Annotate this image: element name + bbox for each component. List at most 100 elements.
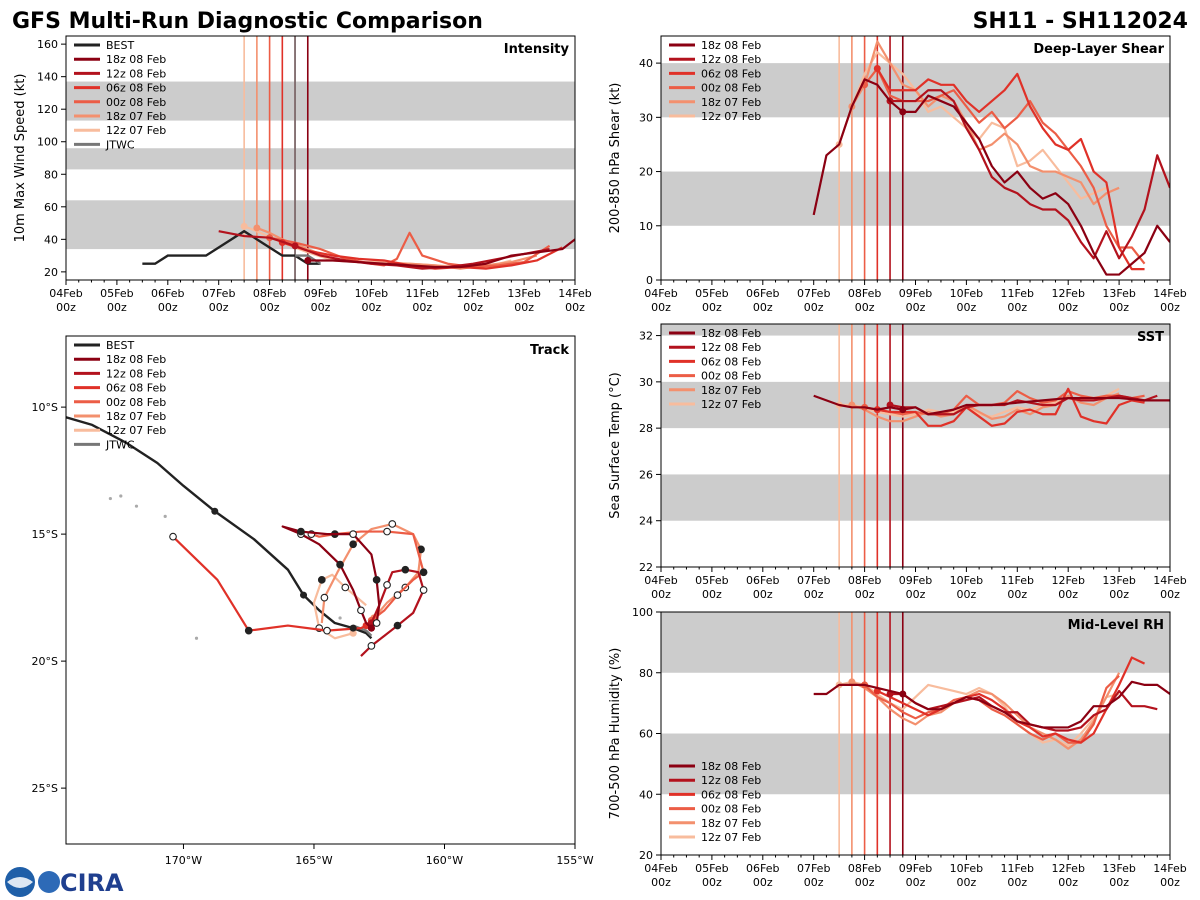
legend-label: 18z 08 Feb [701, 39, 761, 52]
legend-entry: 12z 07 Feb [669, 110, 761, 123]
forecast-track-line [172, 535, 367, 632]
x-tick-label: 08Feb [848, 574, 881, 587]
x-tick-label: 00z [753, 876, 773, 889]
x-tick-label: 10Feb [950, 862, 983, 875]
legend-entry: JTWC [74, 438, 135, 451]
x-tick-label: 04Feb [644, 287, 677, 300]
series-line [876, 656, 1146, 744]
y-tick-label: 25°S [32, 782, 58, 795]
threshold-band [66, 148, 575, 170]
legend-label: BEST [106, 339, 134, 352]
x-tick-label: 00z [362, 301, 382, 314]
map-frame [65, 335, 576, 845]
x-tick-label: 00z [1160, 588, 1180, 601]
legend-entry: 00z 08 Feb [74, 396, 166, 409]
x-tick-label: 05Feb [695, 574, 728, 587]
init-point [253, 224, 261, 232]
legend-entry: 18z 08 Feb [669, 327, 761, 340]
track-point [393, 621, 402, 630]
x-tick-label: 00z [514, 301, 534, 314]
x-tick-label: 00z [107, 301, 127, 314]
init-point [291, 242, 299, 250]
threshold-band [661, 171, 1170, 226]
legend-label: 00z 08 Feb [106, 396, 166, 409]
y-axis-label: Sea Surface Temp (°C) [608, 372, 623, 519]
x-tick-label: 10Feb [950, 287, 983, 300]
x-tick-label: 07Feb [797, 574, 830, 587]
x-tick-label: 00z [957, 876, 977, 889]
x-tick-label: 00z [1109, 588, 1129, 601]
x-tick-label: 00z [565, 301, 585, 314]
init-point [240, 222, 248, 230]
y-tick-label: 24 [639, 515, 653, 528]
legend-label: 12z 07 Feb [106, 424, 166, 437]
x-tick-label: 00z [260, 301, 280, 314]
y-tick-label: 26 [639, 468, 653, 481]
x-tick-label: 05Feb [695, 862, 728, 875]
track-point [317, 575, 326, 584]
best-track-point [300, 591, 308, 599]
series-line [850, 40, 1120, 206]
x-tick-label: 00z [753, 301, 773, 314]
x-tick-label: 07Feb [797, 287, 830, 300]
panel-title: Intensity [504, 42, 570, 57]
y-tick-label: 20 [639, 166, 653, 179]
x-tick-label: 00z [906, 876, 926, 889]
init-point [899, 108, 907, 116]
legend-entry: 18z 07 Feb [669, 817, 761, 830]
y-tick-label: 100 [632, 606, 653, 619]
init-point [873, 65, 881, 73]
init-point [848, 678, 856, 686]
y-tick-label: 15°S [32, 528, 58, 541]
x-tick-label: 00z [651, 588, 671, 601]
x-tick-label: 00z [1007, 301, 1027, 314]
island-marker [108, 496, 112, 501]
series-group [813, 656, 1170, 750]
intensity-panel: 04Feb00z05Feb00z06Feb00z07Feb00z08Feb00z… [13, 35, 592, 314]
island-marker [338, 616, 342, 620]
legend-entry: 18z 08 Feb [74, 53, 166, 66]
shear-panel: 04Feb00z05Feb00z06Feb00z07Feb00z08Feb00z… [608, 35, 1187, 314]
track-point [419, 586, 428, 594]
legend-label: 00z 08 Feb [106, 96, 166, 109]
track-point [169, 532, 177, 541]
x-tick-label: 00z [1058, 876, 1078, 889]
island-marker [194, 636, 199, 640]
x-tick-label: 00z [1007, 876, 1027, 889]
track-group [66, 416, 428, 657]
x-tick-label: 00z [1109, 301, 1129, 314]
legend-entry: 18z 08 Feb [669, 39, 761, 52]
legend-entry: BEST [74, 339, 134, 352]
x-tick-label: 11Feb [406, 287, 439, 300]
x-tick-label: 00z [1160, 301, 1180, 314]
legend-entry: 18z 07 Feb [669, 384, 761, 397]
track-point [320, 593, 329, 602]
threshold-band [66, 81, 575, 121]
x-tick-label: 00z [702, 876, 722, 889]
forecast-track-line [281, 525, 381, 629]
x-tick-label: 00z [855, 876, 875, 889]
legend-entry: 06z 08 Feb [669, 67, 761, 80]
y-tick-label: 40 [44, 233, 58, 246]
x-tick-label: 00z [753, 588, 773, 601]
y-tick-label: 100 [37, 136, 58, 149]
legend-entry: 00z 08 Feb [669, 803, 761, 816]
legend-entry: 12z 07 Feb [74, 424, 166, 437]
legend-label: 12z 07 Feb [701, 831, 761, 844]
csu-emblem-icon [38, 871, 60, 893]
y-tick-label: 10°S [32, 401, 58, 414]
series-line [307, 238, 575, 269]
x-tick-label: 09Feb [899, 862, 932, 875]
y-tick-label: 60 [44, 201, 58, 214]
legend-label: 00z 08 Feb [701, 82, 761, 95]
legend-label: 18z 08 Feb [106, 53, 166, 66]
track-point [401, 565, 410, 574]
x-tick-label: 07Feb [797, 862, 830, 875]
y-tick-label: 28 [639, 422, 653, 435]
x-tick-label: 13Feb [1102, 574, 1135, 587]
x-tick-label: 00z [1160, 876, 1180, 889]
legend-entry: 06z 08 Feb [669, 788, 761, 801]
x-tick-label: 14Feb [1153, 287, 1186, 300]
x-tick-label: 08Feb [253, 287, 286, 300]
y-tick-label: 22 [639, 561, 653, 574]
